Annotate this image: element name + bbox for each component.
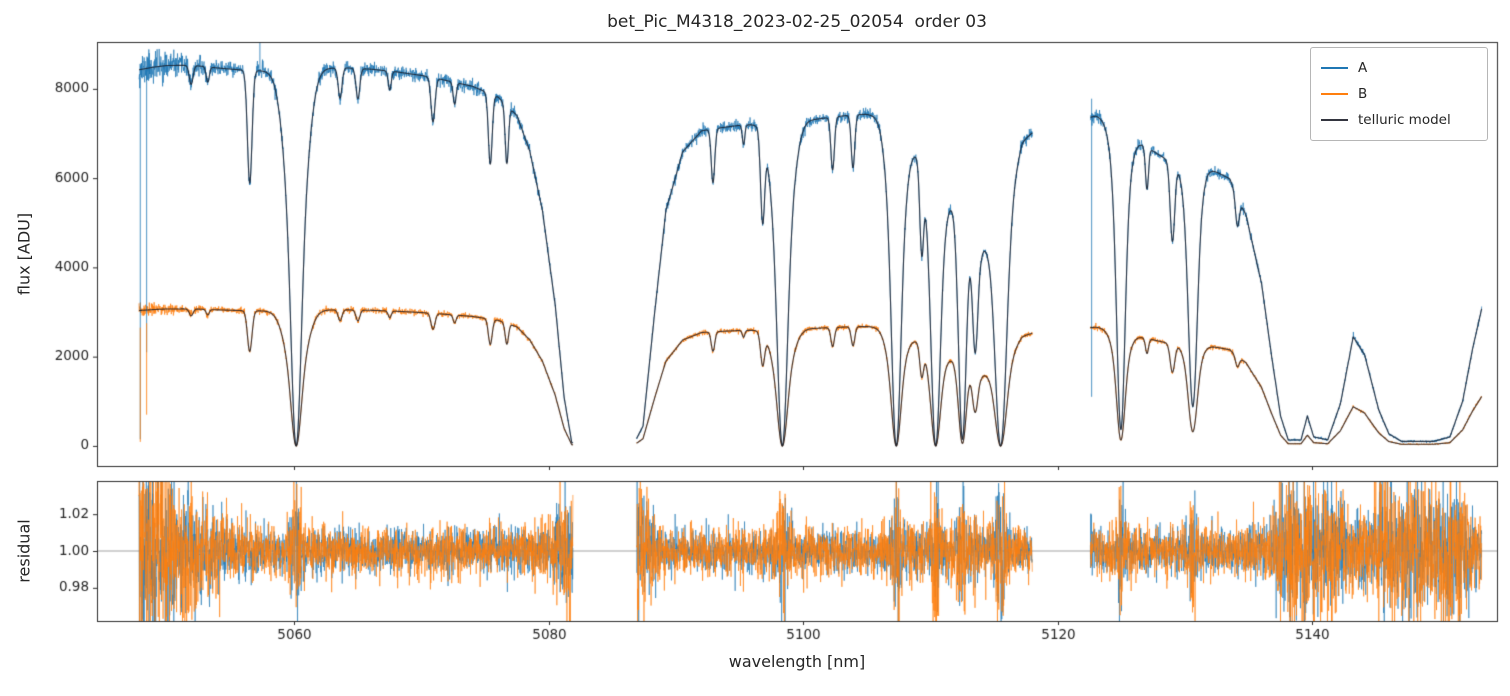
legend-line-a-icon <box>1321 67 1348 69</box>
legend-label-b: B <box>1358 86 1368 102</box>
legend-entry-b: B <box>1321 81 1477 107</box>
legend-label-telluric-model: telluric model <box>1358 112 1451 128</box>
legend-entry-a: A <box>1321 55 1477 81</box>
flux-axis-label: flux [ADU] <box>14 212 34 296</box>
chart-title: bet_Pic_M4318_2023-02-25_02054 order 03 <box>607 12 987 32</box>
legend: A B telluric model <box>1310 47 1488 141</box>
legend-line-telluric-model-icon <box>1321 119 1348 121</box>
residual-axis-label: residual <box>14 519 34 583</box>
legend-entry-telluric-model: telluric model <box>1321 107 1477 133</box>
wavelength-axis-label: wavelength [nm] <box>728 652 866 671</box>
legend-line-b-icon <box>1321 93 1348 95</box>
legend-label-a: A <box>1358 60 1368 76</box>
